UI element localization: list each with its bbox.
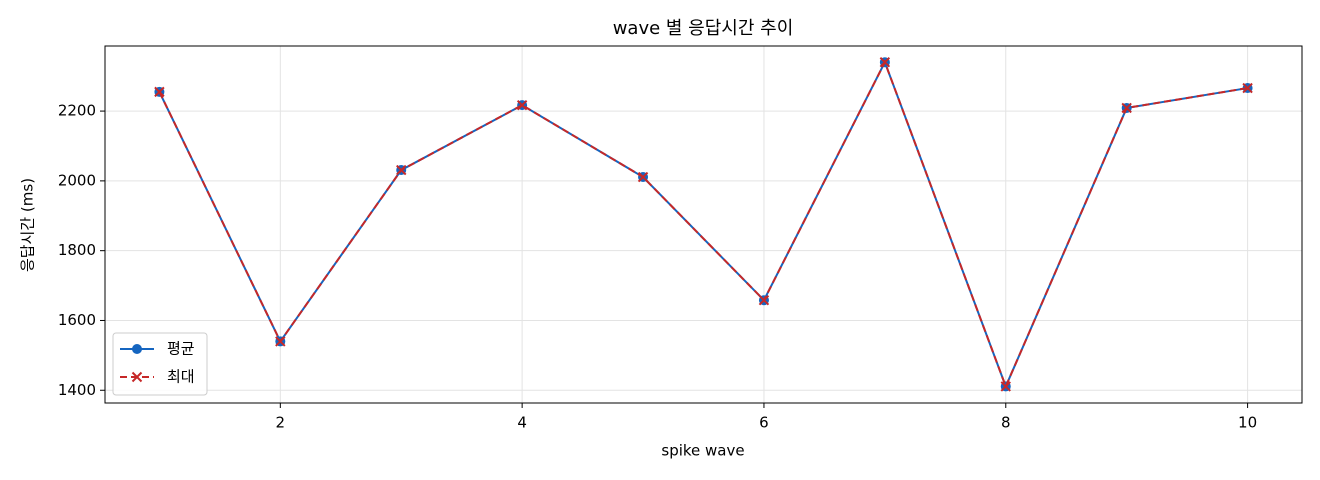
- legend-marker: [131, 371, 143, 383]
- series-line: [158, 59, 1248, 390]
- data-point: [637, 171, 649, 183]
- legend-label: 최대: [167, 368, 195, 386]
- chart-title: wave 별 응답시간 추이: [613, 18, 794, 39]
- data-point: [758, 295, 770, 306]
- y-tick-label: 1800: [58, 241, 96, 259]
- data-point: [879, 57, 891, 68]
- data-point: [1121, 102, 1132, 114]
- data-point: [275, 336, 286, 347]
- x-tick-label: 10: [1238, 414, 1257, 432]
- legend-label: 평균: [167, 340, 195, 358]
- y-tick-label: 1400: [58, 381, 96, 399]
- legend-marker: [132, 344, 142, 354]
- y-axis-label: 응답시간 (ms): [19, 178, 37, 272]
- y-tick-label: 1600: [58, 311, 96, 329]
- y-tick-label: 2000: [58, 171, 96, 189]
- data-point: [154, 86, 165, 98]
- data-point: [1000, 381, 1011, 392]
- data-point: [516, 99, 528, 111]
- y-tick-label: 2200: [58, 102, 96, 120]
- x-tick-label: 4: [517, 414, 527, 432]
- data-point: [1242, 82, 1253, 94]
- data-point: [396, 164, 407, 176]
- x-tick-label: 6: [759, 414, 769, 432]
- x-tick-label: 8: [1001, 414, 1011, 432]
- x-axis-label: spike wave: [661, 442, 744, 460]
- x-tick-label: 2: [276, 414, 286, 432]
- plot-frame: [104, 45, 1303, 404]
